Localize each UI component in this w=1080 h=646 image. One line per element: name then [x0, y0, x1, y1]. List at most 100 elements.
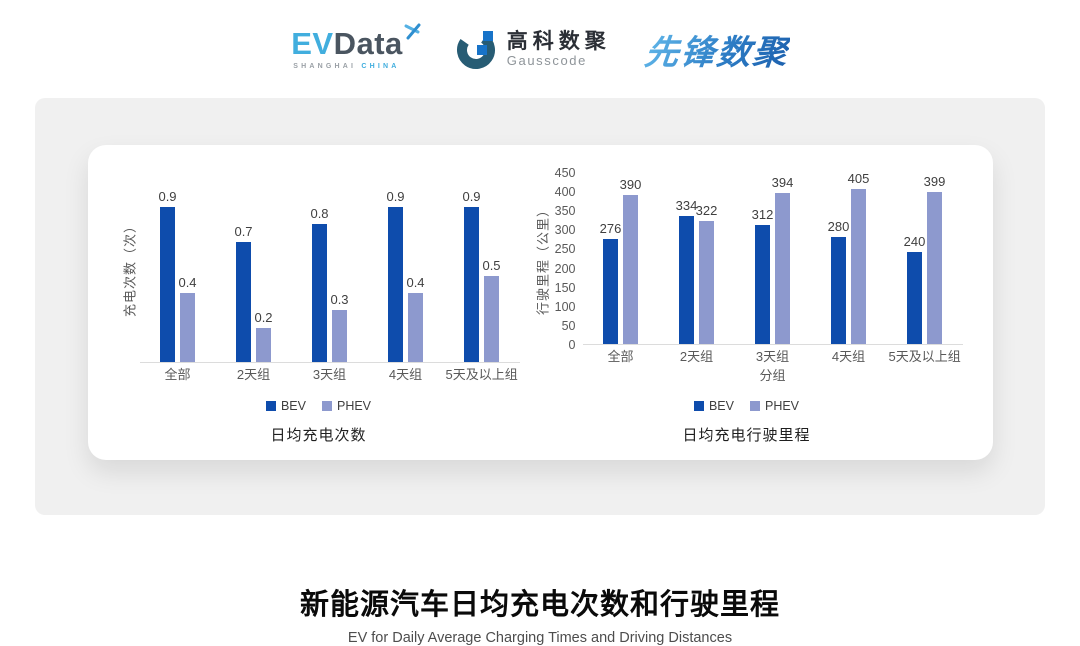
bev-bar: 312	[752, 207, 773, 344]
legend-item-phev: PHEV	[321, 399, 371, 413]
legend-label: BEV	[708, 399, 734, 413]
y-tick-label: 200	[554, 261, 576, 276]
charts-card: 充电次数（次） 0.9 0.4 0.7 0.2 0.8 0.3 0.9 0.4 0.9 0.5 全…	[87, 145, 993, 460]
category-label: 5天及以上组	[888, 348, 961, 364]
evdata-tagline-china: CHINA	[361, 63, 400, 70]
phev-bar: 0.3	[330, 292, 349, 362]
bev-bar-rect	[679, 216, 694, 344]
phev-bar-rect	[180, 293, 195, 362]
bev-bar: 0.9	[158, 189, 177, 362]
bar-value-label: 0.7	[234, 223, 253, 239]
bar-value-label: 390	[619, 176, 642, 192]
category-label: 5天及以上组	[445, 366, 518, 382]
legend-marker	[321, 401, 332, 411]
phev-bar: 399	[924, 174, 945, 344]
category-label: 3天组	[755, 348, 790, 364]
legend-marker	[265, 401, 276, 411]
bar-group: 240 399	[889, 174, 961, 344]
phev-bar: 0.5	[482, 258, 501, 362]
evdata-tagline-shanghai: SHANGHAI	[293, 63, 357, 70]
bar-value-label: 0.4	[178, 275, 197, 291]
y-axis-label: 充电次数（次）	[122, 218, 137, 318]
bar-group: 0.9 0.4	[142, 189, 214, 362]
chart-title: 日均充电行驶里程	[682, 427, 811, 444]
bev-bar: 240	[904, 234, 925, 344]
evdata-wordmark: EV Data	[291, 23, 422, 61]
bev-bar: 0.9	[462, 189, 481, 362]
legend: BEV PHEV	[118, 397, 520, 415]
chart-title: 日均充电次数	[270, 427, 367, 444]
main-subtitle: EV for Daily Average Charging Times and …	[347, 630, 733, 646]
bar-group: 334 322	[661, 198, 733, 344]
bev-bar: 334	[676, 198, 697, 344]
bar-value-label: 0.9	[158, 189, 177, 205]
y-tick-label: 400	[554, 185, 576, 200]
bar-group: 276 390	[585, 177, 657, 344]
gausscode-name-cn: 高科数聚	[506, 29, 611, 53]
bar-value-label: 322	[695, 202, 718, 218]
bar-value-label: 0.8	[310, 206, 329, 222]
bev-bar-rect	[907, 252, 922, 344]
evdata-wordmark-data: Data	[333, 26, 403, 61]
phev-bar: 405	[848, 171, 869, 344]
y-tick-label: 0	[568, 338, 576, 352]
bar-value-label: 280	[827, 218, 850, 234]
legend-item-phev: PHEV	[749, 399, 800, 413]
gausscode-g-icon	[456, 31, 495, 69]
evdata-wordmark-ev: EV	[291, 26, 334, 61]
bev-bar-rect	[312, 224, 327, 362]
bar-group: 0.9 0.4	[370, 189, 442, 362]
bev-bar-rect	[236, 241, 251, 362]
chart-daily-driving-distance: 行驶里程（公里） 0 50 100 150 200 250 300 350 400 450 276…	[531, 166, 963, 460]
bar-value-label: 312	[751, 206, 774, 222]
phev-bar-rect	[484, 276, 499, 362]
bev-bar: 0.7	[234, 224, 253, 362]
bev-bar-rect	[388, 207, 403, 362]
chart-body: 行驶里程（公里） 0 50 100 150 200 250 300 350 400 450 276…	[531, 166, 963, 383]
y-tick-label: 450	[554, 166, 576, 180]
bar-value-label: 0.9	[386, 189, 405, 205]
phev-bar: 394	[772, 175, 793, 344]
bar-value-label: 394	[771, 175, 794, 191]
bar-value-label: 0.3	[330, 292, 349, 308]
bev-bar: 276	[600, 221, 621, 344]
phev-bar-rect	[623, 194, 638, 344]
sparkle-icon	[404, 23, 421, 40]
bar-value-label: 240	[903, 234, 926, 250]
legend-item-bev: BEV	[265, 399, 306, 413]
phev-bar: 0.4	[178, 275, 197, 362]
bar-value-label: 0.4	[406, 275, 425, 291]
evdata-tagline: SHANGHAI CHINA	[291, 63, 422, 70]
bar-value-label: 0.9	[462, 189, 481, 205]
phev-bar: 0.4	[406, 275, 425, 362]
y-tick-label: 300	[554, 223, 576, 238]
bev-bar-rect	[755, 224, 770, 344]
gausscode-text: 高科数聚 Gausscode	[507, 30, 611, 68]
bev-bar: 280	[828, 219, 849, 344]
plot-area: 0.9 0.4 0.7 0.2 0.8 0.3 0.9 0.4 0.9 0.5	[139, 173, 520, 363]
category-label: 全部	[607, 348, 634, 364]
gausscode-logo: 高科数聚 Gausscode	[456, 28, 611, 70]
phev-bar-rect	[699, 220, 714, 344]
logo-header: EV Data SHANGHAI CHINA 高科数聚 Gausscode	[0, 0, 1080, 98]
category-label: 4天组	[388, 366, 423, 382]
evdata-logo: EV Data SHANGHAI CHINA	[291, 23, 422, 70]
y-tick-label: 250	[554, 242, 576, 257]
phev-bar: 0.2	[254, 310, 273, 362]
footer: 新能源汽车日均充电次数和行驶里程 EV for Daily Average Ch…	[0, 581, 1080, 646]
legend-marker	[749, 401, 760, 411]
phev-bar-rect	[256, 327, 271, 362]
phev-bar: 390	[620, 177, 641, 344]
bev-bar-rect	[603, 238, 618, 344]
category-label: 2天组	[236, 366, 271, 382]
x-axis-label: 分组	[759, 368, 786, 383]
charts-panel: 充电次数（次） 0.9 0.4 0.7 0.2 0.8 0.3 0.9 0.4 0.9 0.5 全…	[35, 98, 1045, 515]
category-label: 4天组	[831, 348, 866, 364]
category-label: 全部	[164, 366, 191, 382]
bar-group: 280 405	[813, 171, 885, 344]
chart-daily-charging-times: 充电次数（次） 0.9 0.4 0.7 0.2 0.8 0.3 0.9 0.4 0.9 0.5 全…	[118, 173, 520, 460]
legend-label: PHEV	[764, 399, 800, 413]
legend-item-bev: BEV	[693, 399, 734, 413]
bev-bar: 0.8	[310, 206, 329, 362]
